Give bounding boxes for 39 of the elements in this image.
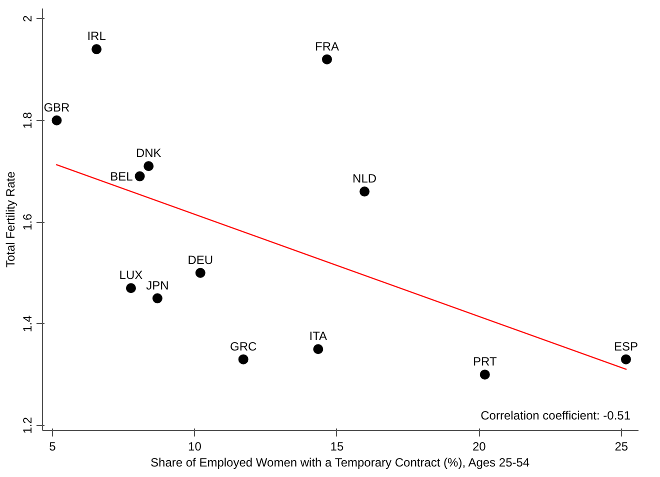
y-tick-label: 2 bbox=[20, 15, 34, 22]
point bbox=[480, 370, 490, 380]
point bbox=[238, 354, 248, 364]
point bbox=[360, 186, 370, 197]
annotation: ESP bbox=[614, 339, 638, 354]
annotation: DEU bbox=[188, 252, 214, 267]
annotation: FRA bbox=[314, 39, 339, 54]
x-tick-label: 25 bbox=[614, 440, 628, 454]
annotation: GRC bbox=[230, 339, 258, 354]
point bbox=[322, 54, 332, 64]
annotation: BEL bbox=[110, 169, 134, 184]
x-tick-label: 5 bbox=[49, 440, 56, 454]
annotation: GBR bbox=[44, 100, 70, 114]
annotation: DNK bbox=[136, 146, 162, 160]
y-tick-label: 1.4 bbox=[20, 315, 34, 332]
point bbox=[195, 268, 206, 278]
annotation: PRT bbox=[472, 354, 498, 369]
y-tick-label: 1.6 bbox=[20, 213, 34, 230]
x-tick-label: 10 bbox=[188, 440, 202, 454]
point bbox=[126, 283, 136, 294]
point bbox=[144, 161, 154, 172]
annotation: Correlation coefficient: -0.51 bbox=[480, 408, 631, 422]
x-tick-label: 15 bbox=[330, 440, 344, 454]
annotation: IRL bbox=[87, 29, 106, 44]
annotation: JPN bbox=[146, 278, 169, 292]
point bbox=[620, 354, 631, 364]
annotation: ITA bbox=[309, 329, 328, 344]
point bbox=[92, 44, 102, 54]
x-axis-title: Share of Employed Women with a Temporary Contract (%), Ages 25-54 bbox=[150, 456, 530, 470]
point bbox=[134, 171, 145, 182]
y-tick-label: 1.2 bbox=[20, 416, 34, 434]
point bbox=[52, 115, 62, 126]
x-tick-label: 20 bbox=[472, 440, 486, 454]
y-tick-label: 1.8 bbox=[20, 112, 34, 129]
annotation: NLD bbox=[352, 172, 377, 186]
point bbox=[152, 293, 162, 304]
y-axis-title: Total Fertility Rate bbox=[4, 171, 18, 268]
annotation: LUX bbox=[119, 268, 143, 282]
point bbox=[313, 344, 324, 354]
